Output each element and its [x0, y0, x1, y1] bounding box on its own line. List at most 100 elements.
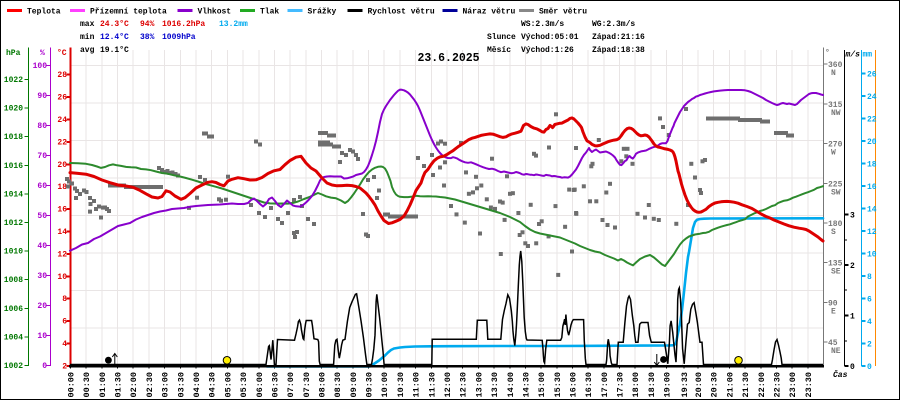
svg-text:17:30: 17:30: [616, 372, 626, 398]
svg-text:09:00: 09:00: [349, 372, 359, 398]
svg-text:1008: 1008: [4, 276, 23, 285]
svg-text:1010: 1010: [4, 248, 23, 257]
svg-text:10: 10: [37, 332, 47, 341]
svg-text:21:00: 21:00: [725, 372, 735, 398]
svg-text:10:00: 10:00: [380, 372, 390, 398]
svg-text:0: 0: [850, 363, 855, 372]
svg-text:20: 20: [37, 302, 47, 311]
svg-text:06:00: 06:00: [255, 372, 265, 398]
svg-text:12: 12: [867, 228, 877, 237]
svg-text:Vlhkost: Vlhkost: [198, 8, 232, 17]
svg-text:0: 0: [42, 362, 47, 371]
svg-text:m/s: m/s: [845, 51, 861, 60]
svg-text:05:00: 05:00: [223, 372, 233, 398]
svg-text:15:00: 15:00: [537, 372, 547, 398]
svg-text:1002: 1002: [4, 362, 23, 371]
svg-text:80: 80: [37, 122, 47, 131]
svg-text:13:30: 13:30: [490, 372, 500, 398]
svg-text:04:00: 04:00: [192, 372, 202, 398]
svg-text:16:00: 16:00: [569, 372, 579, 398]
svg-text:12: 12: [57, 250, 67, 259]
svg-text:180: 180: [828, 220, 843, 229]
svg-text:6: 6: [867, 296, 872, 305]
svg-text:8: 8: [62, 295, 67, 304]
svg-text:Rychlost větru: Rychlost větru: [368, 8, 435, 17]
svg-text:09:30: 09:30: [365, 372, 375, 398]
svg-text:19:33: 19:33: [680, 372, 690, 398]
svg-text:02:00: 02:00: [129, 372, 139, 398]
svg-text:Náraz větru: Náraz větru: [463, 8, 516, 17]
svg-text:0: 0: [867, 363, 872, 372]
svg-text:8: 8: [867, 273, 872, 282]
svg-text:270: 270: [828, 141, 843, 150]
svg-text:06:30: 06:30: [270, 372, 280, 398]
svg-text:1018: 1018: [4, 133, 23, 142]
svg-text:Čas: Čas: [833, 370, 848, 380]
svg-text:1004: 1004: [4, 333, 23, 342]
svg-text:1012: 1012: [4, 219, 23, 228]
svg-text:26: 26: [867, 71, 877, 80]
svg-text:14:00: 14:00: [506, 372, 516, 398]
svg-text:40: 40: [37, 242, 47, 251]
svg-text:22: 22: [867, 116, 877, 125]
svg-text:12:00: 12:00: [443, 372, 453, 398]
svg-text:Tlak: Tlak: [260, 8, 279, 17]
svg-text:20:00: 20:00: [694, 372, 704, 398]
svg-text:E: E: [831, 307, 836, 316]
svg-text:Západ:18:38: Západ:18:38: [592, 46, 645, 55]
svg-text:3: 3: [850, 212, 855, 221]
svg-text:90: 90: [828, 299, 838, 308]
svg-text:17:00: 17:00: [600, 372, 610, 398]
svg-text:01:30: 01:30: [114, 372, 124, 398]
svg-text:1016: 1016: [4, 162, 23, 171]
svg-text:38%: 38%: [140, 33, 155, 42]
svg-text:20: 20: [57, 161, 67, 170]
svg-text:NW: NW: [831, 109, 841, 118]
svg-text:Východ:05:01: Východ:05:01: [521, 33, 579, 42]
svg-text:315: 315: [828, 101, 843, 110]
svg-text:mm: mm: [863, 51, 873, 60]
svg-text:16: 16: [57, 206, 67, 215]
svg-text:4: 4: [62, 340, 67, 349]
svg-text:24: 24: [867, 93, 877, 102]
svg-text:°C: °C: [57, 49, 67, 58]
svg-text:1009hPa: 1009hPa: [162, 33, 196, 42]
svg-text:13.2mm: 13.2mm: [219, 20, 248, 29]
svg-text:00:00: 00:00: [67, 372, 77, 398]
svg-text:15:30: 15:30: [553, 372, 563, 398]
svg-text:225: 225: [828, 180, 843, 189]
svg-text:50: 50: [37, 212, 47, 221]
svg-text:21:30: 21:30: [741, 372, 751, 398]
svg-text:18: 18: [57, 183, 67, 192]
svg-text:WS:2.3m/s: WS:2.3m/s: [521, 20, 564, 29]
svg-text:2: 2: [850, 262, 855, 271]
svg-text:SW: SW: [831, 188, 841, 197]
svg-text:12.4°C: 12.4°C: [100, 33, 129, 42]
svg-text:1020: 1020: [4, 105, 23, 114]
svg-text:°: °: [825, 49, 830, 58]
svg-text:1: 1: [850, 313, 855, 322]
svg-text:100: 100: [33, 62, 48, 71]
svg-text:2: 2: [62, 362, 67, 371]
svg-text:20:30: 20:30: [710, 372, 720, 398]
svg-text:13:00: 13:00: [474, 372, 484, 398]
svg-text:Slunce: Slunce: [487, 33, 516, 42]
svg-text:07:30: 07:30: [302, 372, 312, 398]
svg-text:30: 30: [37, 272, 47, 281]
svg-text:Směr větru: Směr větru: [539, 8, 587, 17]
svg-text:10: 10: [57, 273, 67, 282]
svg-text:14: 14: [57, 228, 67, 237]
svg-text:12:30: 12:30: [459, 372, 469, 398]
svg-text:26: 26: [57, 94, 67, 103]
svg-text:2: 2: [867, 341, 872, 350]
svg-text:360: 360: [828, 61, 843, 70]
svg-text:Přízemní teplota: Přízemní teplota: [90, 8, 167, 17]
svg-text:02:30: 02:30: [145, 372, 155, 398]
svg-text:18:30: 18:30: [647, 372, 657, 398]
svg-text:1014: 1014: [4, 190, 23, 199]
svg-text:18: 18: [867, 161, 877, 170]
svg-text:23.6.2025: 23.6.2025: [417, 52, 479, 65]
svg-text:min: min: [80, 33, 95, 42]
svg-text:08:30: 08:30: [333, 372, 343, 398]
svg-text:23:00: 23:00: [788, 372, 798, 398]
